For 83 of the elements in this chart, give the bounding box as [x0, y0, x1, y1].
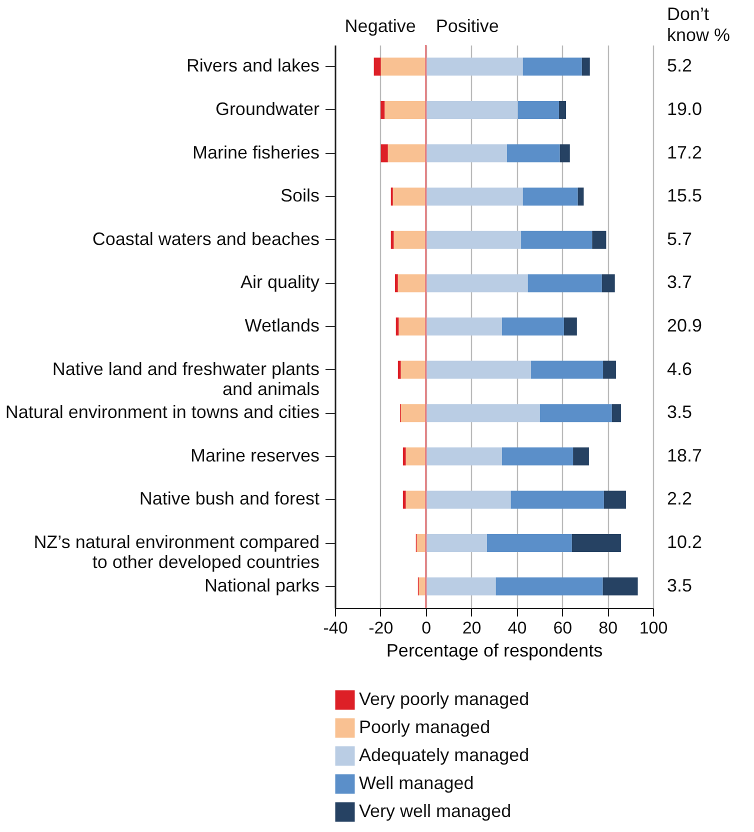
x-tick-label: 20: [462, 618, 482, 638]
bar: [560, 144, 570, 162]
bar: [426, 447, 502, 466]
text: 3.5: [667, 575, 692, 596]
bar: [540, 404, 612, 422]
legend-label: Well managed: [359, 773, 474, 793]
text: 15.5: [667, 186, 702, 206]
bar: [426, 534, 487, 552]
y-tick-label: National parks: [204, 575, 320, 596]
bar: [486, 534, 572, 552]
bar: [426, 490, 511, 509]
y-tick-label: Natural environment in towns and cities: [5, 402, 320, 422]
bar: [426, 230, 522, 249]
bar: [521, 230, 592, 249]
y-tick-label: Marine reserves: [190, 445, 320, 466]
text: 19.0: [667, 98, 702, 119]
x-axis-title: Percentage of respondents: [386, 640, 603, 660]
bar: [592, 230, 606, 249]
bar: [400, 404, 426, 422]
bar: [506, 144, 560, 162]
bar: [578, 188, 584, 206]
bar: [426, 100, 518, 119]
x-tick-label: 40: [508, 618, 527, 638]
text: 3.7: [667, 272, 692, 292]
y-tick-label: Wetlands: [244, 316, 320, 336]
bar: [426, 144, 507, 162]
x-tick-label: 100: [639, 618, 668, 638]
bar: [604, 490, 626, 509]
text: 10.2: [667, 532, 702, 552]
bar: [522, 188, 578, 206]
y-tick-label: Air quality: [240, 272, 320, 292]
bar: [582, 58, 590, 76]
legend-label: Adequately managed: [359, 745, 530, 765]
bar: [531, 360, 604, 379]
bar: [502, 447, 574, 466]
y-tick-label: Rivers and lakes: [186, 56, 320, 76]
text: 20.9: [667, 316, 702, 336]
bar: [602, 274, 615, 292]
bar: [522, 58, 582, 76]
bar: [426, 360, 532, 379]
bar: [426, 188, 523, 206]
x-tick-label: -40: [323, 618, 348, 638]
text: Positive: [436, 16, 499, 36]
bar: [426, 404, 540, 422]
bar: [564, 318, 577, 336]
x-tick-label: 80: [598, 618, 618, 638]
bar: [426, 577, 496, 596]
legend-label: Very poorly managed: [359, 689, 530, 709]
y-tick-label: Coastal waters and beaches: [92, 228, 320, 249]
x-tick-label: -20: [368, 618, 394, 638]
bar: [496, 577, 603, 596]
text: 5.7: [667, 228, 692, 249]
bar: [426, 58, 523, 76]
text: 18.7: [667, 445, 702, 466]
x-tick-label: 0: [422, 618, 432, 638]
y-tick-label: Native bush and forest: [139, 488, 320, 509]
text: Negative: [344, 16, 416, 36]
bar: [602, 577, 638, 596]
y-tick-label: Soils: [280, 186, 320, 206]
bar: [510, 490, 604, 509]
legend-label: Very well managed: [359, 801, 512, 821]
text: 3.5: [667, 402, 692, 422]
x-tick-label: 60: [553, 618, 572, 638]
text: 17.2: [667, 142, 702, 162]
y-tick-label: Groundwater: [215, 98, 320, 119]
bar: [573, 447, 589, 466]
bar: [528, 274, 602, 292]
text: 4.6: [667, 358, 692, 379]
y-tick-label: NZ’s natural environment compared to other developed countries: [34, 532, 320, 572]
y-tick-label: Marine fisheries: [192, 142, 320, 162]
bar: [426, 318, 502, 336]
legend-label: Poorly managed: [359, 717, 490, 737]
y-tick-label: Native land and freshwater plants and animals: [52, 358, 320, 399]
bar: [558, 100, 566, 119]
text: 5.2: [667, 56, 692, 76]
bar: [572, 534, 621, 552]
bar: [426, 274, 528, 292]
bar: [502, 318, 564, 336]
bar: [612, 404, 621, 422]
bar: [603, 360, 616, 379]
bar: [518, 100, 559, 119]
text: Don’t know %: [667, 4, 730, 45]
text: 2.2: [667, 488, 692, 509]
